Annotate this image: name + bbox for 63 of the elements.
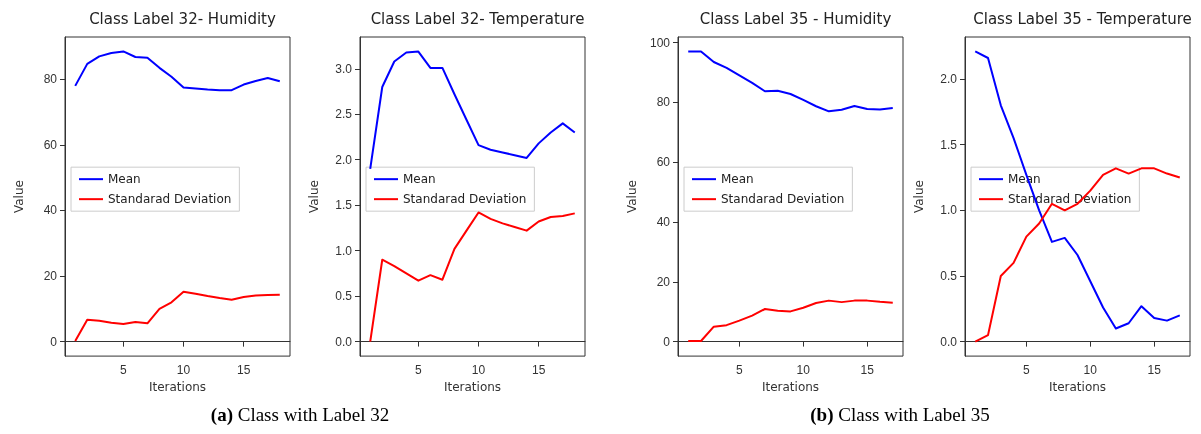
x-tick-label: 5 — [1023, 363, 1031, 378]
line-series — [974, 50, 1181, 330]
x-tick-label: 15 — [1147, 363, 1162, 378]
y-tick-label: 0.0 — [940, 334, 958, 349]
y-tick-label: 0.0 — [335, 334, 353, 349]
x-tick-label: 10 — [1083, 363, 1098, 378]
y-tick-label: 0.5 — [940, 269, 958, 283]
legend-label: Mean — [108, 172, 141, 187]
chart-title: Class Label 35 - Humidity — [699, 9, 892, 28]
x-tick-label: 15 — [237, 363, 251, 378]
line-series — [687, 299, 894, 342]
x-tick-label: 5 — [415, 363, 423, 378]
x-axis-title: Iterations — [1048, 380, 1107, 394]
x-axis-title: Iterations — [761, 380, 820, 394]
text: (b) Class with Label 35 — [809, 404, 991, 426]
y-tick-label: 1.0 — [335, 243, 353, 258]
y-tick-label: 0.5 — [335, 289, 353, 304]
x-axis-title: Iterations — [443, 380, 502, 394]
y-tick-label: 80 — [43, 72, 58, 87]
x-tick-label: 5 — [120, 363, 128, 378]
x-tick-label: 10 — [471, 363, 486, 378]
x-tick-label: 10 — [176, 363, 191, 378]
legend-label: Standarad Deviation — [721, 192, 845, 207]
chart-title: Class Label 35 - Temperature — [973, 9, 1192, 28]
y-tick-label: 0 — [50, 334, 58, 349]
legend-label: Standarad Deviation — [403, 192, 527, 207]
legend-label: Mean — [403, 172, 436, 187]
x-tick-label: 5 — [736, 363, 744, 378]
x-tick-label: 10 — [796, 363, 811, 378]
y-tick-label: 20 — [43, 269, 58, 284]
y-tick-label: 80 — [656, 95, 671, 110]
y-tick-label: 1.5 — [940, 137, 958, 152]
y-tick-label: 2.5 — [335, 107, 353, 122]
line-series — [369, 211, 576, 343]
y-tick-label: 1.0 — [940, 203, 958, 218]
y-tick-label: 3.0 — [335, 61, 353, 76]
y-tick-label: 40 — [43, 203, 58, 218]
text: (a) Class with Label 32 — [209, 404, 391, 426]
legend-label: Standarad Deviation — [108, 192, 232, 207]
y-tick-label: 2.0 — [940, 72, 958, 87]
line-series — [687, 50, 894, 113]
x-axis-title: Iterations — [148, 380, 207, 394]
y-tick-label: 0 — [663, 334, 671, 349]
y-axis-title: Value — [307, 180, 321, 214]
y-axis-title: Value — [625, 180, 639, 214]
y-tick-label: 1.5 — [335, 198, 353, 213]
x-tick-label: 15 — [860, 363, 875, 378]
line-series — [74, 50, 281, 92]
y-tick-label: 2.0 — [335, 152, 353, 167]
line-series — [74, 290, 281, 343]
y-tick-label: 60 — [43, 137, 58, 152]
y-tick-label: 20 — [656, 274, 671, 289]
y-axis-title: Value — [912, 180, 926, 214]
x-tick-label: 15 — [532, 363, 546, 378]
chart-title: Class Label 32- Temperature — [370, 9, 585, 28]
y-tick-label: 100 — [649, 35, 671, 50]
chart-title: Class Label 32- Humidity — [89, 9, 276, 28]
line-series — [974, 167, 1181, 343]
legend-label: Mean — [721, 172, 754, 187]
line-series — [369, 50, 576, 170]
y-tick-label: 60 — [656, 155, 671, 170]
y-tick-label: 40 — [656, 214, 671, 229]
y-axis-title: Value — [12, 180, 26, 214]
